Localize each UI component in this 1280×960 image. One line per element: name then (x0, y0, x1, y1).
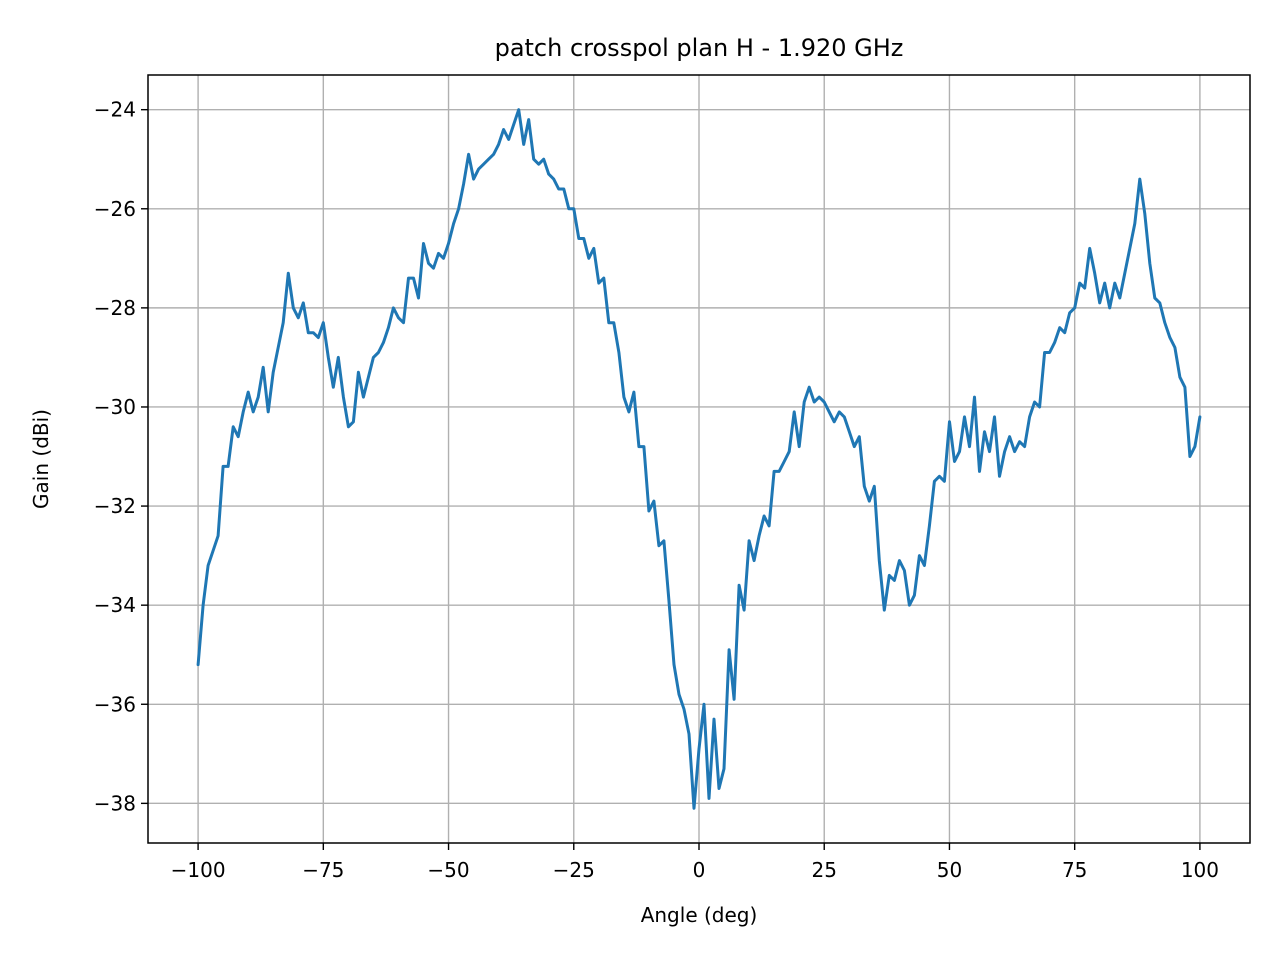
x-axis-label: Angle (deg) (641, 903, 758, 927)
x-tick-label: −100 (171, 858, 226, 882)
x-tick-label: 50 (937, 858, 962, 882)
y-tick-label: −36 (94, 692, 136, 716)
y-tick-label: −26 (94, 197, 136, 221)
x-tick-label: −50 (427, 858, 469, 882)
y-tick-label: −30 (94, 395, 136, 419)
y-tick-label: −34 (94, 593, 136, 617)
grid (148, 75, 1250, 843)
y-tick-label: −28 (94, 296, 136, 320)
x-tick-label: 0 (693, 858, 706, 882)
y-tick-label: −38 (94, 791, 136, 815)
series-line-0 (196, 108, 1202, 810)
chart-title: patch crosspol plan H - 1.920 GHz (495, 34, 904, 62)
y-axis-label: Gain (dBi) (29, 409, 53, 509)
y-tick-label: −32 (94, 494, 136, 518)
y-tick-label: −24 (94, 98, 136, 122)
x-tick-label: 100 (1181, 858, 1219, 882)
x-tick-label: −25 (553, 858, 595, 882)
x-tick-label: −75 (302, 858, 344, 882)
x-tick-label: 75 (1062, 858, 1087, 882)
series-layer (196, 108, 1202, 810)
ticks: −100 −75 −50 −25 0 25 50 75 100 −38 −36 −34 −32 −30 −2… (94, 98, 1219, 882)
x-tick-label: 25 (812, 858, 837, 882)
